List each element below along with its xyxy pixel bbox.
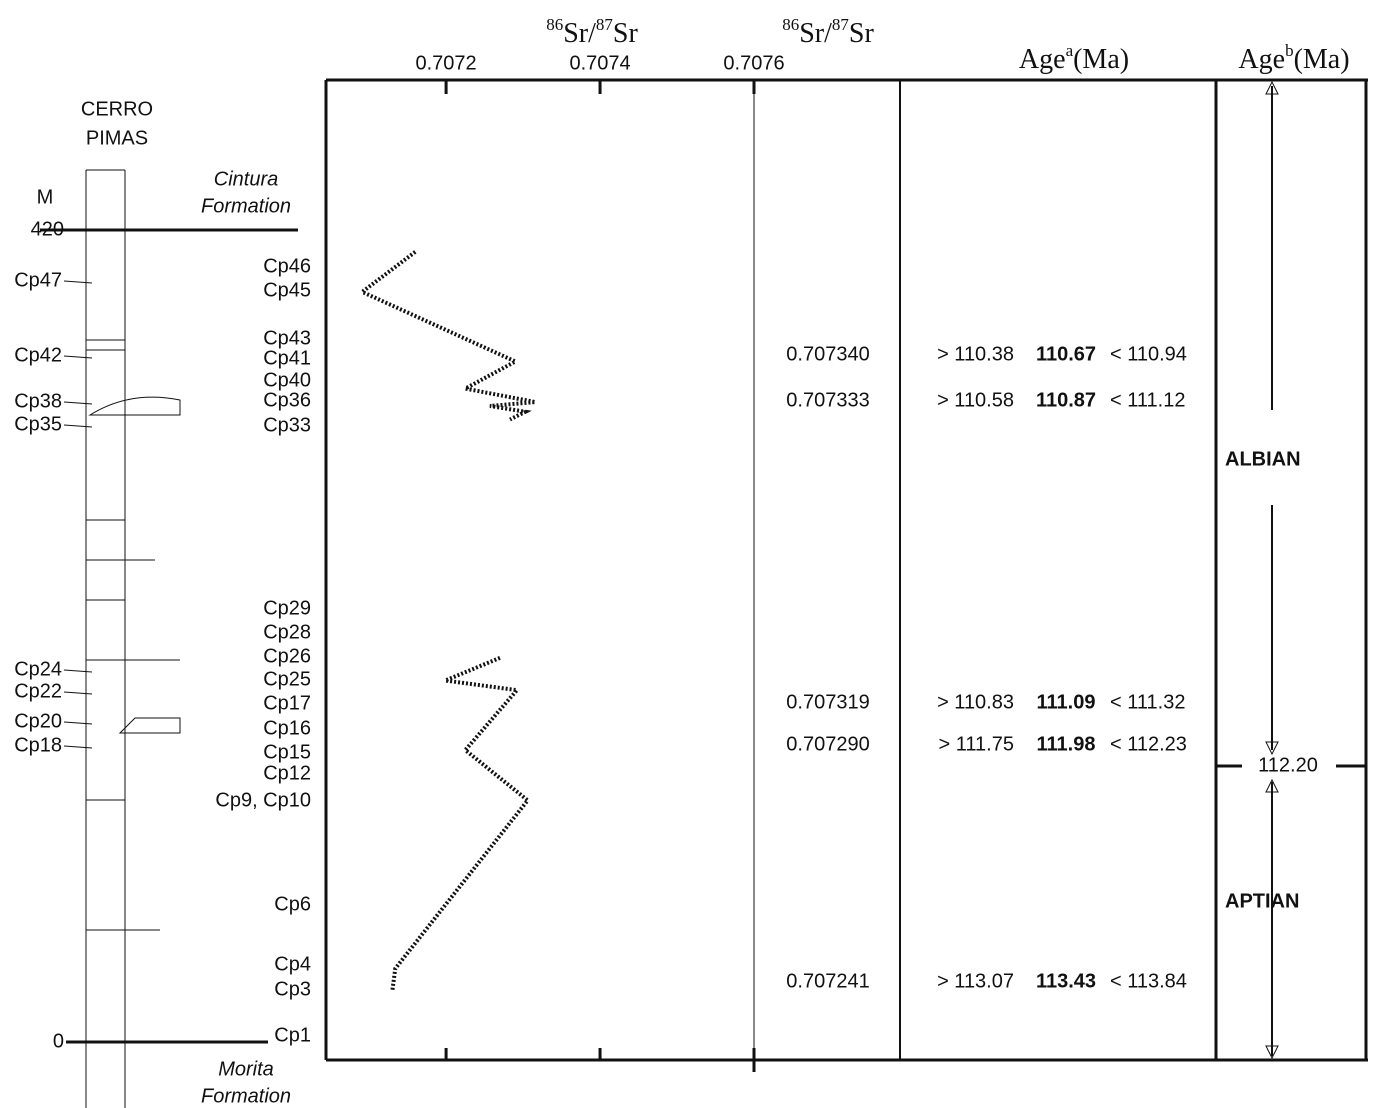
formation-label: Morita — [218, 1058, 274, 1080]
x-tick-label: 0.7074 — [569, 52, 630, 74]
boundary-age: 112.20 — [1258, 754, 1318, 776]
sample-label: Cp22 — [14, 680, 62, 702]
x-tick-label: 0.7072 — [416, 52, 477, 74]
sample-label: Cp41 — [263, 347, 311, 369]
sr-curve — [362, 252, 535, 420]
age-value: 110.87 — [1036, 389, 1096, 411]
sample-leader — [64, 670, 92, 672]
column-title: CERRO — [81, 98, 153, 120]
sr-value: 0.707290 — [786, 733, 869, 755]
sample-label: Cp36 — [263, 389, 311, 411]
column-title: PIMAS — [86, 127, 148, 149]
sample-label: Cp16 — [263, 717, 311, 739]
header-part: (Ma) — [1073, 44, 1129, 75]
age-min: > 110.83 — [937, 691, 1014, 713]
header-part: (Ma) — [1294, 44, 1350, 75]
sample-label: Cp46 — [263, 255, 311, 277]
header-part: 86 — [546, 15, 563, 34]
sample-leader — [64, 402, 92, 404]
sample-label: Cp43 — [263, 327, 311, 349]
age-max: < 112.23 — [1110, 733, 1187, 755]
formation-label: Formation — [201, 1085, 291, 1107]
sample-label: Cp12 — [263, 762, 311, 784]
sr-value: 0.707340 — [786, 343, 869, 365]
sample-label: Cp17 — [263, 692, 311, 714]
sample-label: Cp47 — [14, 269, 62, 291]
sample-label: Cp29 — [263, 597, 311, 619]
sample-label: Cp15 — [263, 741, 311, 763]
sample-label: Cp25 — [263, 668, 311, 690]
sr-value: 0.707333 — [786, 389, 869, 411]
header-part: Age — [1019, 44, 1066, 75]
formation-label: Formation — [201, 195, 291, 217]
age-max: < 111.12 — [1110, 389, 1185, 411]
sample-leader — [64, 356, 92, 358]
y-tick-label: 420 — [31, 218, 64, 240]
sample-label: Cp26 — [263, 645, 311, 667]
sr-value: 0.707241 — [786, 970, 869, 992]
header-part: Sr/ — [799, 18, 832, 49]
depth-unit: M — [37, 186, 54, 208]
age-value: 113.43 — [1036, 970, 1096, 992]
column-header: Ageb(Ma) — [1238, 41, 1349, 76]
sample-label: Cp33 — [263, 414, 311, 436]
sample-label: Cp38 — [14, 390, 62, 412]
age-min: > 110.38 — [937, 343, 1014, 365]
chart: CERRO PIMAS M 0 420 Cintura Formation Morita For… — [0, 0, 1381, 1108]
sample-leader — [64, 281, 92, 283]
formation-label: Cintura — [214, 168, 278, 190]
stage-label: ALBIAN — [1225, 448, 1301, 470]
panel-frame — [326, 80, 1368, 1072]
column-header: Agea(Ma) — [1019, 41, 1129, 76]
header-part: Age — [1238, 44, 1285, 75]
column-header: 86Sr/87Sr — [782, 15, 874, 50]
age-min: > 113.07 — [937, 970, 1014, 992]
y-tick-label: 0 — [53, 1030, 64, 1052]
sample-label: Cp42 — [14, 344, 62, 366]
sample-label: Cp24 — [14, 658, 62, 680]
sample-label: Cp3 — [274, 978, 311, 1000]
header-part: 87 — [832, 15, 850, 34]
sample-leader — [64, 425, 92, 427]
age-max: < 111.32 — [1110, 691, 1185, 713]
stage-label: APTIAN — [1225, 890, 1299, 912]
sample-label: Cp1 — [274, 1024, 311, 1046]
sample-label: Cp4 — [274, 953, 311, 975]
x-tick-label: 0.7076 — [723, 52, 784, 74]
age-value: 111.98 — [1037, 733, 1096, 755]
sample-label: Cp35 — [14, 413, 62, 435]
header-part: Sr — [849, 18, 875, 49]
column-header: 86Sr/87Sr — [546, 15, 638, 50]
age-value: 110.67 — [1036, 343, 1096, 365]
sr-value: 0.707319 — [786, 691, 869, 713]
sample-leader — [64, 692, 92, 694]
age-min: > 111.75 — [939, 733, 1014, 755]
header-part: Sr/ — [563, 18, 596, 49]
age-max: < 113.84 — [1110, 970, 1187, 992]
header-part: Sr — [613, 18, 639, 49]
sample-label: Cp28 — [263, 621, 311, 643]
sample-label: Cp40 — [263, 369, 311, 391]
age-min: > 110.58 — [937, 389, 1014, 411]
sample-label: Cp9, Cp10 — [215, 789, 311, 811]
header-part: 87 — [596, 15, 614, 34]
age-max: < 110.94 — [1110, 343, 1187, 365]
header-part: 86 — [782, 15, 799, 34]
sample-label: Cp18 — [14, 734, 62, 756]
age-value: 111.09 — [1037, 691, 1096, 713]
sample-label: Cp20 — [14, 710, 62, 732]
header-part: b — [1285, 41, 1294, 60]
sr-curve — [392, 658, 527, 992]
sample-leader — [64, 722, 92, 724]
sample-label: Cp6 — [274, 893, 311, 915]
sample-label: Cp45 — [263, 279, 311, 301]
sample-leader — [64, 746, 92, 748]
strat-column — [86, 170, 180, 1108]
